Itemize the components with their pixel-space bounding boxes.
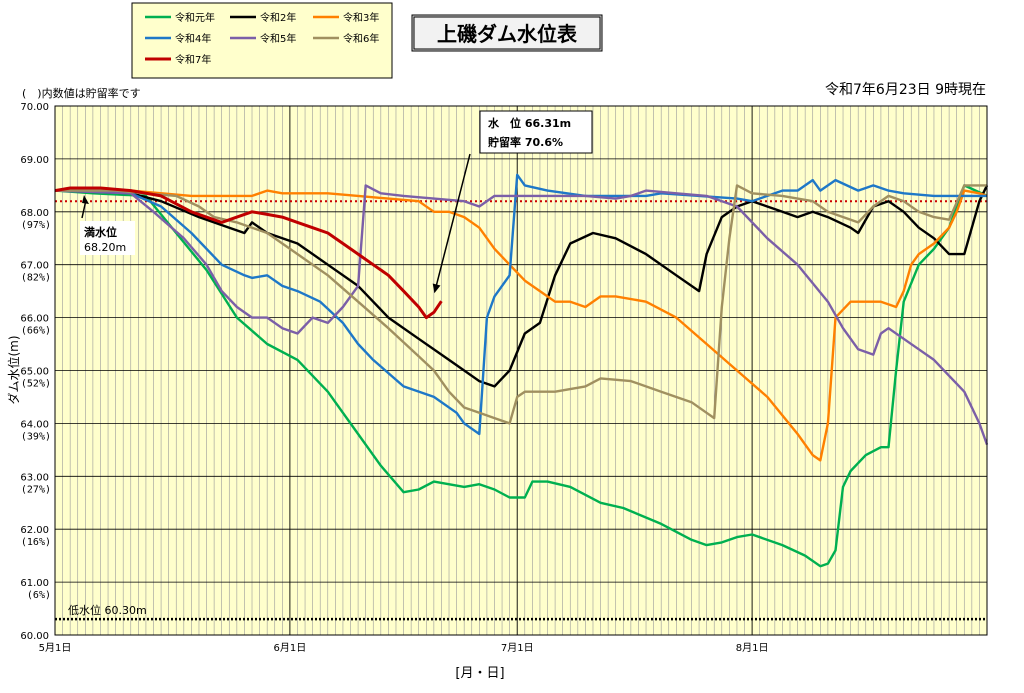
y-tick-label: 70.00 <box>20 102 49 113</box>
legend-label: 令和元年 <box>175 11 215 24</box>
chart-title: 上磯ダム水位表 <box>437 22 578 46</box>
x-tick-label: 5月1日 <box>39 642 72 654</box>
y-tick-label: 60.00 <box>20 631 49 642</box>
y-tick-label: 65.00 <box>20 367 49 378</box>
series-line-5 <box>54 184 989 446</box>
y-tick-label: 69.00 <box>20 155 49 166</box>
y-pct-label: (82%) <box>21 273 51 284</box>
legend-label: 令和6年 <box>343 32 379 45</box>
full-level-annotation: 満水位 68.20m <box>80 195 135 255</box>
x-tick-label: 7月1日 <box>501 642 534 654</box>
x-axis-label: [月・日] <box>455 666 504 681</box>
legend-label: 令和3年 <box>343 11 379 24</box>
full-level-label: 満水位 <box>84 225 117 239</box>
y-tick-label: 62.00 <box>20 525 49 536</box>
y-pct-label: (39%) <box>21 431 51 442</box>
y-tick-label: 67.00 <box>20 261 49 272</box>
y-pct-label: (16%) <box>21 537 51 548</box>
legend-label: 令和2年 <box>260 11 296 24</box>
y-pct-label: (27%) <box>21 484 51 495</box>
legend-label: 令和5年 <box>260 32 296 45</box>
low-level-label: 低水位 60.30m <box>68 603 147 617</box>
y-tick-label: 61.00 <box>20 578 49 589</box>
reference-lines <box>55 200 987 621</box>
current-level-callout: 水 位 66.31m 貯留率 70.6% <box>432 110 593 294</box>
y-axis-label: ダム水位(m) <box>6 335 21 404</box>
y-tick-label: 64.00 <box>20 419 49 430</box>
date-label: 令和7年6月23日 9時現在 <box>825 82 986 98</box>
y-pct-label: (97%) <box>21 220 51 231</box>
series-line-7 <box>54 186 443 320</box>
series-lines <box>54 173 989 568</box>
full-level-value: 68.20m <box>84 241 126 254</box>
series-line-1 <box>54 184 988 568</box>
x-axis: 5月1日 6月1日 7月1日 8月1日 <box>39 642 769 654</box>
x-tick-label: 6月1日 <box>274 642 307 654</box>
y-pct-label: (6%) <box>27 590 51 601</box>
series-line-2 <box>54 184 989 388</box>
x-tick-label: 8月1日 <box>736 642 769 654</box>
grid <box>55 106 987 635</box>
legend-label: 令和4年 <box>175 32 211 45</box>
series-line-6 <box>55 184 987 425</box>
legend-label: 令和7年 <box>175 53 211 66</box>
y-tick-label: 66.00 <box>20 314 49 325</box>
callout-rate: 貯留率 70.6% <box>488 135 563 149</box>
callout-level: 水 位 66.31m <box>488 116 571 130</box>
series-line-4 <box>54 173 987 436</box>
series-line-3 <box>55 189 988 462</box>
title-box: 上磯ダム水位表 <box>411 14 603 52</box>
y-pct-label: (52%) <box>21 379 51 390</box>
note-label: ( )内数値は貯留率です <box>22 86 141 100</box>
y-tick-label: 63.00 <box>20 472 49 483</box>
y-axis: 60.00 61.00 62.00 63.00 64.00 65.00 66.00 67.00… <box>20 102 51 642</box>
y-tick-label: 68.00 <box>20 208 49 219</box>
y-pct-label: (66%) <box>21 326 51 337</box>
